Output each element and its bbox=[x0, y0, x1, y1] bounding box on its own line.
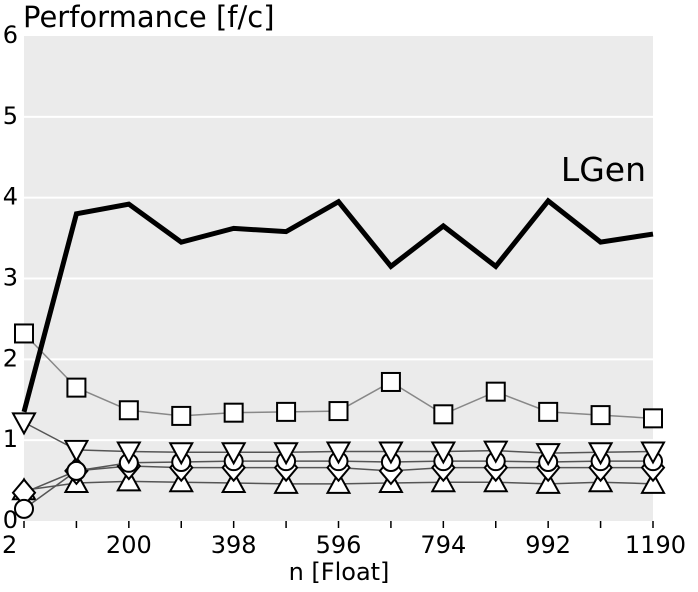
square-marker bbox=[433, 404, 454, 425]
square-marker bbox=[380, 371, 401, 392]
triangle-down-marker bbox=[168, 442, 194, 466]
y-tick-label: 2 bbox=[3, 344, 18, 372]
y-tick-label: 6 bbox=[3, 21, 18, 49]
triangle-down-marker bbox=[273, 442, 299, 466]
square-marker bbox=[66, 377, 87, 398]
y-tick-label: 0 bbox=[3, 506, 18, 534]
triangle-up-marker bbox=[535, 470, 561, 494]
triangle-up-marker bbox=[273, 470, 299, 494]
square-marker bbox=[223, 402, 244, 423]
triangle-down-marker bbox=[63, 439, 90, 463]
triangle-down-marker bbox=[378, 441, 404, 465]
triangle-down-marker bbox=[325, 441, 352, 465]
square-marker bbox=[171, 405, 192, 426]
x-axis-label: n [Float] bbox=[289, 558, 390, 586]
axis-layer: 0 1 2 3 4 5 6 2 200 398 596 794 992 1190 bbox=[2, 21, 686, 559]
triangle-down-marker bbox=[483, 440, 509, 464]
x-tick-label: 200 bbox=[106, 531, 152, 559]
y-tick-label: 5 bbox=[3, 102, 18, 130]
x-tick-label: 398 bbox=[211, 531, 257, 559]
square-marker bbox=[276, 401, 297, 422]
x-tick-label: 1190 bbox=[625, 531, 686, 559]
square-marker bbox=[590, 405, 611, 426]
series-lgen bbox=[21, 197, 654, 413]
triangle-up-marker bbox=[640, 470, 666, 494]
square-marker bbox=[643, 408, 663, 429]
triangle-up-marker bbox=[325, 470, 352, 494]
square-marker bbox=[328, 401, 349, 422]
triangle-down-marker bbox=[116, 441, 142, 465]
chart-title: Performance [f/c] bbox=[23, 0, 275, 34]
triangle-down-marker bbox=[430, 441, 457, 465]
x-tick-label: 992 bbox=[525, 531, 571, 559]
x-tick-label: 596 bbox=[316, 531, 362, 559]
square-marker bbox=[485, 381, 506, 402]
circle-marker bbox=[66, 460, 87, 481]
lgen-line bbox=[21, 197, 654, 413]
triangle-down-marker bbox=[535, 443, 561, 467]
y-tick-label: 3 bbox=[3, 264, 18, 292]
triangle-down-marker bbox=[640, 441, 666, 465]
circle-marker bbox=[14, 498, 34, 519]
y-tick-label: 4 bbox=[3, 183, 18, 211]
series-square bbox=[14, 323, 663, 429]
triangle-down-marker bbox=[220, 442, 247, 466]
square-marker bbox=[118, 400, 139, 421]
lgen-annotation: LGen bbox=[561, 150, 646, 189]
series-layer bbox=[11, 197, 666, 519]
triangle-down-marker bbox=[11, 412, 37, 436]
square-marker bbox=[538, 401, 559, 422]
gridlines bbox=[24, 115, 653, 442]
square-marker bbox=[14, 323, 34, 344]
x-tick-label: 2 bbox=[2, 531, 17, 559]
triangle-down-marker bbox=[587, 442, 614, 466]
series-triangle-down bbox=[11, 412, 666, 467]
x-tick-label: 794 bbox=[420, 531, 466, 559]
y-tick-label: 1 bbox=[3, 425, 18, 453]
